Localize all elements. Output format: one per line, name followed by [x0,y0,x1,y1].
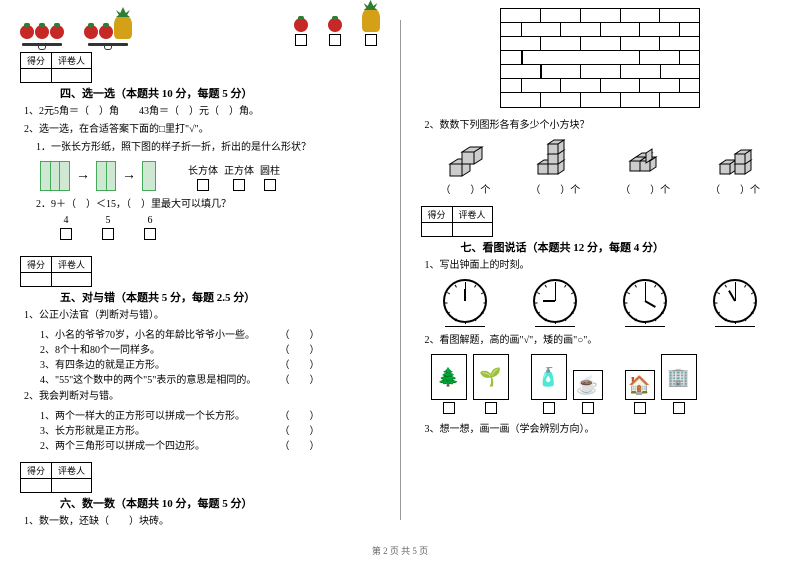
building-icon: 🏢 [661,354,697,400]
checkbox[interactable] [582,402,594,414]
pic-row-1: 🌲 🌱 🧴 ☕ 🏠 🏢 [431,354,781,414]
left-column: 得分评卷人 四、选一选（本题共 10 分，每题 5 分） 1、2元5角＝（ ）角… [0,0,400,540]
q7-2: 2、看图解题，高的画"√"，矮的画"○"。 [425,333,781,348]
thermos-icon: 🧴 [531,354,567,400]
opt-label: 长方体 [188,162,218,177]
house-icon: 🏠 [625,370,655,400]
checkbox[interactable] [144,228,156,240]
q6-1: 1、数一数，还缺（ ）块砖。 [24,514,380,529]
tree-small-icon: 🌱 [473,354,509,400]
opt-label: 正方体 [224,162,254,177]
score-table: 得分评卷人 [20,256,92,287]
cube-row: （ ）个 （ ）个 （ ）个 （ ）个 [421,139,781,196]
tomato-icon [294,18,308,32]
clock-face [713,279,757,323]
q4-2: 2、选一选，在合适答案下面的□里打"√"。 [24,122,380,137]
tree-tall-icon: 🌲 [431,354,467,400]
q-cubes: 2、数数下列图形各有多少个小方块？ [425,118,781,133]
checkbox[interactable] [634,402,646,414]
checkbox[interactable] [197,179,209,191]
clock-face [533,279,577,323]
checkbox[interactable] [329,34,341,46]
cube-figure-1 [445,139,485,179]
brick-wall [500,8,700,108]
q5-2: 2、我会判断对与错。 [24,389,380,404]
opt-label: 圆柱 [260,162,280,177]
answer-blank[interactable] [535,326,575,327]
marker-label: 评卷人 [52,53,92,69]
checkbox[interactable] [60,228,72,240]
opt-label: 5 [106,215,111,226]
section-4-title: 四、选一选（本题共 10 分，每题 5 分） [60,85,380,101]
opt-label: 4 [64,215,69,226]
tomato-icon [328,18,342,32]
answer-blank[interactable] [715,326,755,327]
checkbox[interactable] [233,179,245,191]
checkbox[interactable] [443,402,455,414]
checkbox[interactable] [485,402,497,414]
answer-blank[interactable] [445,326,485,327]
checkbox[interactable] [295,34,307,46]
q7-3: 3、想一想，画一画（学会辨别方向）。 [425,422,781,437]
section-5-title: 五、对与错（本题共 5 分，每题 2.5 分） [60,289,380,305]
answer-blank[interactable] [625,326,665,327]
q5-1: 1、公正小法官（判断对与错）。 [24,308,380,323]
score-table: 得分评卷人 [20,52,92,83]
cube-figure-3 [625,139,665,179]
right-column: 2、数数下列图形各有多少个小方块？ （ ）个 （ ）个 （ ）个 （ ）个 得分… [401,0,800,540]
judge-list-2: 1、两个一样大的正方形可以拼成一个长方形。（ ） 3、长方形就是正方形。（ ） … [40,407,380,452]
page-footer: 第 2 页 共 5 页 [0,540,800,557]
cube-figure-4 [715,139,755,179]
checkbox[interactable] [543,402,555,414]
checkbox[interactable] [673,402,685,414]
fold-diagram: → → 长方体 正方体 圆柱 [40,161,380,191]
score-table: 得分评卷人 [20,462,92,493]
clock-face [443,279,487,323]
checkbox[interactable] [365,34,377,46]
pineapple-icon [362,8,380,32]
cup-icon: ☕ [573,370,603,400]
q7-1: 1、写出钟面上的时刻。 [425,258,781,273]
q4-2-1: 1．一张长方形纸，照下图的样子折一折，折出的是什么形状？ [36,140,380,155]
checkbox[interactable] [264,179,276,191]
score-label: 得分 [21,53,52,69]
q4-1: 1、2元5角＝（ ）角 43角＝（ ）元（ ）角。 [24,104,380,119]
fruit-row [20,8,380,46]
judge-list-1: 1、小名的爷爷70岁，小名的年龄比爷爷小一些。（ ） 2、8个十和80个一同样多… [40,326,380,386]
clock-face [623,279,667,323]
clock-row [421,279,781,327]
q4-2-2: 2．9＋（ ）＜15，（ ）里最大可以填几？ [36,197,380,212]
checkbox[interactable] [102,228,114,240]
section-7-title: 七、看图说话（本题共 12 分，每题 4 分） [461,239,781,255]
score-table: 得分评卷人 [421,206,493,237]
opt-label: 6 [148,215,153,226]
section-6-title: 六、数一数（本题共 10 分，每题 5 分） [60,495,380,511]
cube-figure-2 [535,139,575,179]
